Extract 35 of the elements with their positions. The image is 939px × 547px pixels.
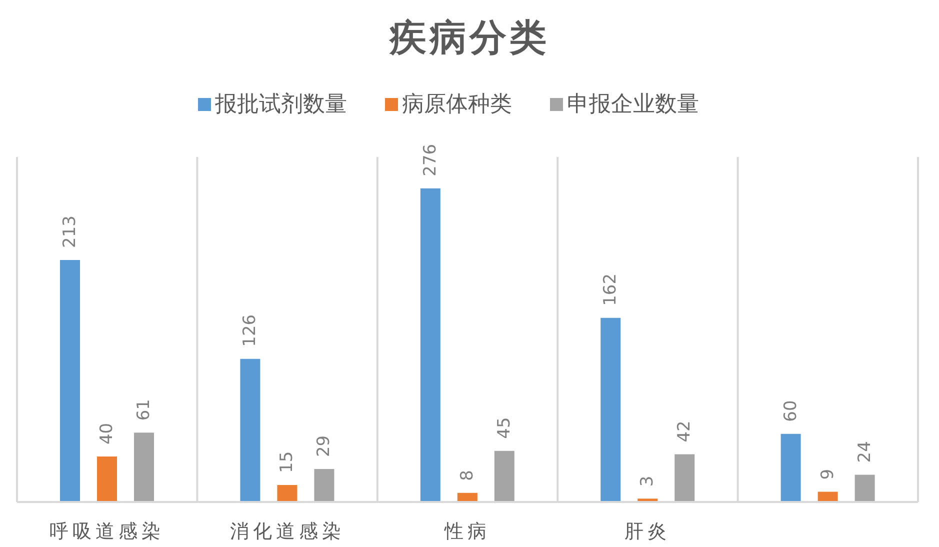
data-label: 213 (60, 216, 80, 248)
data-label: 40 (97, 422, 117, 445)
data-label: 126 (240, 314, 260, 347)
bar (600, 318, 621, 502)
bar (674, 454, 695, 502)
data-label: 15 (277, 451, 298, 473)
bar (134, 432, 154, 502)
x-tick-label: 呼吸道感染 (50, 520, 165, 542)
data-label: 45 (494, 417, 514, 439)
data-label: 162 (600, 273, 621, 306)
bar (494, 450, 514, 502)
legend-label: 病原体种类 (402, 92, 512, 117)
bar (97, 456, 117, 502)
data-label: 24 (854, 441, 875, 463)
data-label: 9 (818, 468, 838, 480)
bar (314, 469, 334, 502)
data-label: 8 (457, 470, 478, 481)
data-label: 276 (420, 144, 440, 176)
bar (420, 188, 440, 502)
legend-label: 报批试剂数量 (215, 92, 347, 117)
bar (60, 260, 80, 502)
x-tick-label: 消化道感染 (230, 520, 345, 542)
data-label: 29 (314, 435, 334, 458)
bar (780, 434, 801, 502)
bar (277, 484, 298, 502)
legend-label: 申报企业数量 (567, 92, 699, 117)
data-label: 61 (134, 399, 154, 421)
data-label: 3 (638, 476, 658, 487)
chart-title: 疾病分类 (390, 14, 550, 60)
x-tick-label: 肝炎 (624, 520, 671, 542)
x-tick-label: 性病 (444, 520, 490, 542)
bar (854, 474, 875, 502)
bar (240, 358, 260, 502)
data-label: 42 (674, 420, 695, 442)
data-label: 60 (780, 400, 801, 422)
